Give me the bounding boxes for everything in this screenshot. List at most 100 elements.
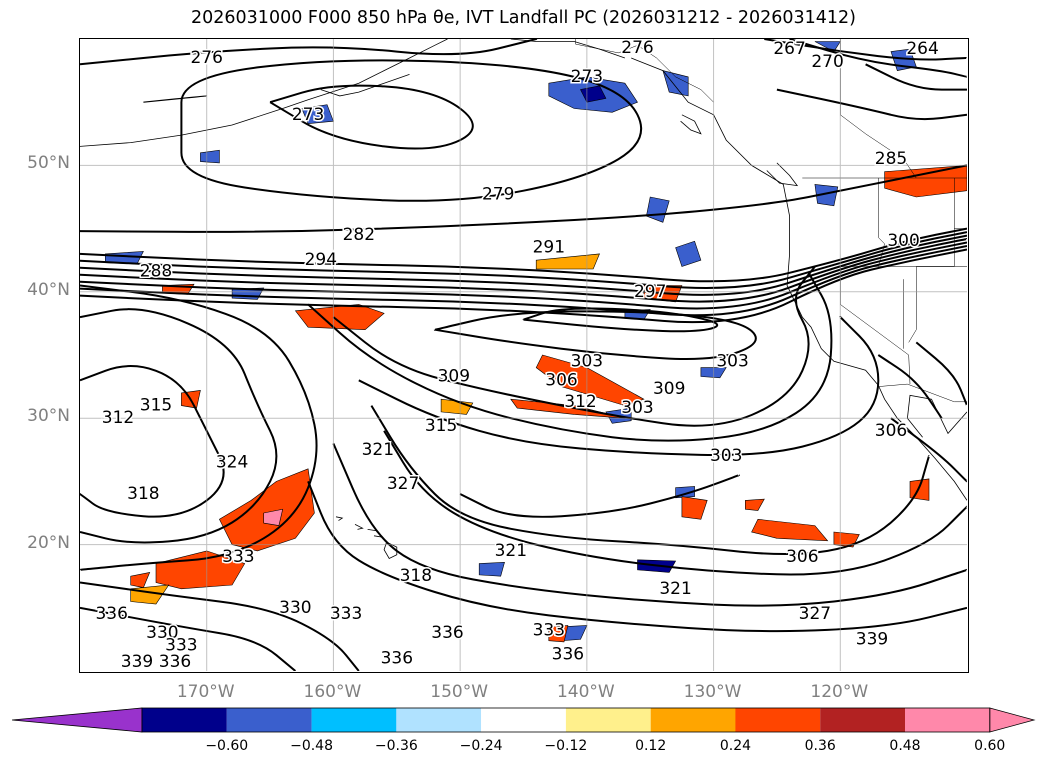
coastline: [906, 394, 967, 438]
ivt-shaded-region: [675, 240, 702, 267]
colorbar-tick-label: −0.48: [290, 738, 333, 754]
theta-e-contour: [80, 308, 278, 544]
lon-tick-label: 160°W: [303, 682, 362, 702]
contour-label: 297: [634, 282, 666, 302]
theta-e-contour: [332, 265, 816, 427]
colorbar-extend-min: [12, 707, 143, 733]
contour-label: 333: [165, 636, 197, 656]
theta-e-contour: [865, 63, 967, 91]
lat-tick-label: 50°N: [27, 153, 70, 174]
theta-e-contour: [80, 248, 967, 324]
contour-label: 333: [533, 621, 565, 641]
map-canvas: 276 273 279 282 288 294 291 297 300 285 270 267 264 2…: [80, 39, 967, 671]
coastline: [335, 516, 344, 521]
contour-label: 273: [571, 67, 603, 87]
contour-label: 315: [425, 416, 457, 436]
theta-e-contour: [433, 310, 757, 360]
lat-tick-label: 40°N: [27, 279, 70, 300]
colorbar-segment: [565, 708, 651, 732]
contour-label: 333: [330, 604, 362, 624]
political-border: [878, 178, 885, 267]
theta-e-contour: [915, 341, 967, 407]
colorbar-segment: [226, 708, 312, 732]
ivt-shaded-region: [219, 468, 315, 552]
political-border: [954, 178, 967, 229]
colorbar-segment: [481, 708, 566, 732]
coastline: [631, 57, 967, 501]
ivt-shaded-region: [745, 498, 765, 511]
colorbar-segment: [735, 708, 821, 732]
contour-label: 336: [95, 604, 127, 624]
theta-e-contour: [80, 234, 967, 296]
political-border: [908, 228, 955, 343]
theta-e-contour: [143, 95, 208, 103]
theta-e-contour: [80, 231, 967, 289]
contour-label: 330: [279, 598, 311, 618]
contour-label: 303: [571, 351, 603, 371]
theta-e-contour: [307, 481, 967, 633]
contour-label: 321: [495, 541, 527, 561]
contour-label: 276: [621, 39, 653, 58]
ivt-shaded-region: [814, 41, 841, 52]
contour-label: 306: [545, 370, 577, 390]
graticule-layer: [80, 39, 967, 671]
colorbar-segment: [650, 708, 736, 732]
contour-label-layer: 276 273 279 282 288 294 291 297 300 285 270 267 264 2…: [94, 39, 940, 671]
map-title: 2026031000 F000 850 hPa θe, IVT Landfall…: [191, 8, 856, 28]
coastline: [766, 162, 799, 187]
lon-tick-label: 140°W: [556, 682, 615, 702]
contour-label: 336: [381, 648, 413, 668]
contour-label: 327: [387, 474, 419, 494]
theta-e-contour: [307, 272, 833, 442]
colorbar-tick-label: 0.24: [719, 738, 752, 754]
theta-e-contour: [80, 581, 360, 671]
contour-label: 315: [140, 396, 172, 416]
contour-label: 330: [146, 623, 178, 643]
lon-tick-label: 150°W: [430, 682, 489, 702]
ivt-shaded-region: [130, 584, 170, 605]
ivt-shaded-region: [440, 398, 474, 415]
lat-tick-label: 20°N: [27, 532, 70, 553]
contour-label: 288: [140, 262, 172, 282]
contour-label: 336: [159, 652, 191, 671]
colorbar-segment: [905, 708, 990, 732]
coastline-layer: [80, 39, 967, 560]
theta-e-contour: [332, 443, 967, 607]
colorbar-tick-label: 0.60: [974, 738, 1006, 754]
contour-label: 294: [305, 250, 337, 270]
contour-label: 339: [121, 652, 153, 671]
theta-e-contour: [877, 354, 943, 419]
political-border: [575, 39, 714, 103]
contour-label: 336: [552, 645, 584, 665]
theta-e-contour: [80, 241, 967, 310]
ivt-shaded-region: [510, 398, 625, 419]
contour-label: 306: [786, 547, 818, 567]
colorbar-tick-label: −0.24: [459, 738, 503, 754]
contour-label: 318: [400, 566, 432, 586]
ivt-shaded-region: [646, 196, 670, 223]
theta-e-contour: [80, 237, 967, 303]
theta-e-contour-layer: [80, 39, 967, 671]
theta-e-contour: [890, 417, 967, 483]
theta-e-contour: [180, 59, 643, 202]
contour-label: 267: [773, 39, 805, 59]
contour-label: 303: [621, 398, 653, 418]
theta-e-contour: [80, 39, 538, 66]
colorbar-segment: [142, 708, 227, 732]
contour-label: 273: [292, 105, 324, 125]
map-panel: 276 273 279 282 288 294 291 297 300 285 270 267 264 2…: [79, 38, 969, 673]
colorbar-segment: [311, 708, 397, 732]
contour-label: 306: [875, 421, 907, 441]
ivt-shaded-region: [751, 518, 829, 542]
contour-label: 303: [716, 351, 748, 371]
contour-label: 285: [875, 149, 907, 169]
theta-e-contour: [80, 227, 967, 283]
ivt-shaded-region: [548, 625, 569, 643]
political-border: [840, 266, 911, 385]
theta-e-contour: [80, 284, 318, 571]
ivt-shaded-region: [884, 165, 967, 198]
ivt-shaded-region: [662, 70, 689, 97]
ivt-shaded-region: [681, 496, 708, 520]
ivt-shading-layer: [105, 41, 967, 643]
ivt-shaded-region: [535, 253, 600, 270]
